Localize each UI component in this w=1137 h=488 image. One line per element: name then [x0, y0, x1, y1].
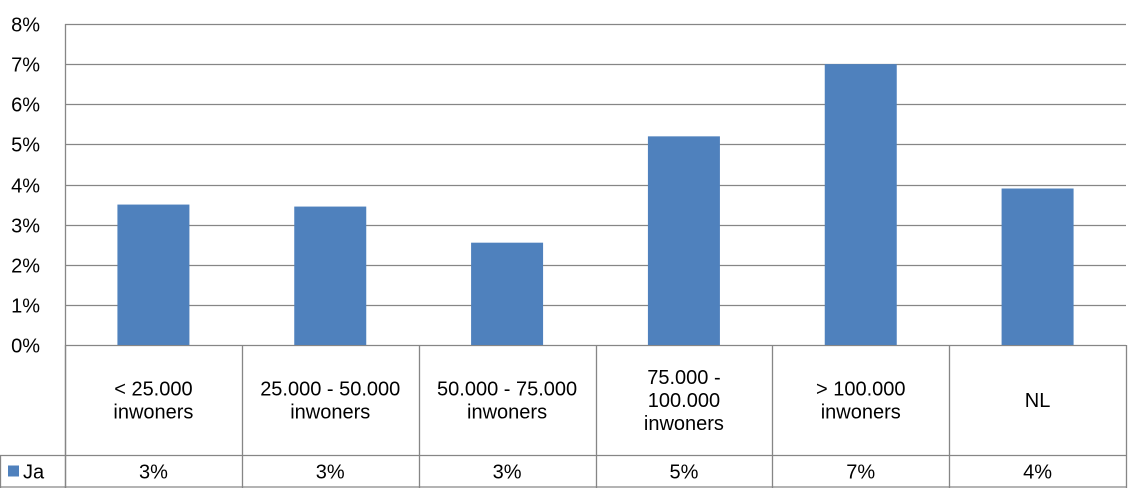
y-tick-label: 6%: [11, 95, 40, 117]
gridlines: [64, 23, 1126, 488]
legend-label: Ja: [23, 462, 45, 484]
category-label: < 25.000 inwoners: [113, 379, 193, 424]
y-tick-label: 0%: [11, 336, 40, 358]
category-label: > 100.000 inwoners: [816, 379, 906, 424]
y-tick-label: 2%: [11, 256, 40, 278]
bar: [471, 242, 544, 345]
y-axis-ticks: 0% 1% 2% 3% 4% 5% 6% 7% 8%: [11, 15, 40, 358]
category-label: 75.000 -100.000 inwoners: [644, 367, 724, 435]
y-tick-label: 5%: [11, 135, 40, 157]
data-table-value: 3%: [493, 462, 522, 484]
data-table-value: 3%: [139, 462, 168, 484]
data-table-value: 3%: [316, 462, 345, 484]
y-tick-label: 8%: [11, 15, 40, 37]
bar: [294, 206, 367, 345]
y-tick-label: 3%: [11, 216, 40, 238]
y-tick-label: 7%: [11, 55, 40, 77]
category-label: 25.000 - 50.000 inwoners: [260, 379, 400, 424]
bar: [647, 136, 720, 345]
data-table: < 25.000 inwoners 25.000 - 50.000 inwoners 5…: [0, 345, 1128, 488]
bars: [117, 64, 1074, 345]
data-table-value: 7%: [846, 462, 875, 484]
y-tick-label: 1%: [11, 296, 40, 318]
bar: [824, 64, 897, 345]
bar: [117, 204, 190, 345]
category-label: 50.000 - 75.000 inwoners: [437, 379, 577, 424]
data-table-value: 5%: [669, 462, 698, 484]
data-table-value: 4%: [1023, 462, 1052, 484]
legend-key: [8, 465, 19, 477]
y-tick-label: 4%: [11, 176, 40, 198]
bar: [1001, 188, 1074, 345]
category-label: NL: [1025, 390, 1051, 412]
